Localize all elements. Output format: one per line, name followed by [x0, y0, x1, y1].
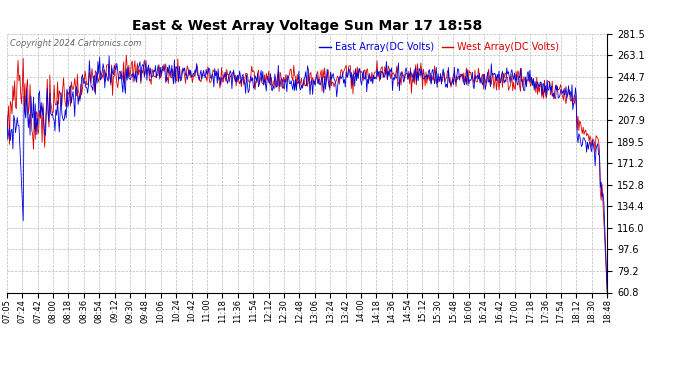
- Legend: East Array(DC Volts), West Array(DC Volts): East Array(DC Volts), West Array(DC Volt…: [315, 39, 563, 56]
- Text: Copyright 2024 Cartronics.com: Copyright 2024 Cartronics.com: [10, 39, 141, 48]
- Title: East & West Array Voltage Sun Mar 17 18:58: East & West Array Voltage Sun Mar 17 18:…: [132, 19, 482, 33]
